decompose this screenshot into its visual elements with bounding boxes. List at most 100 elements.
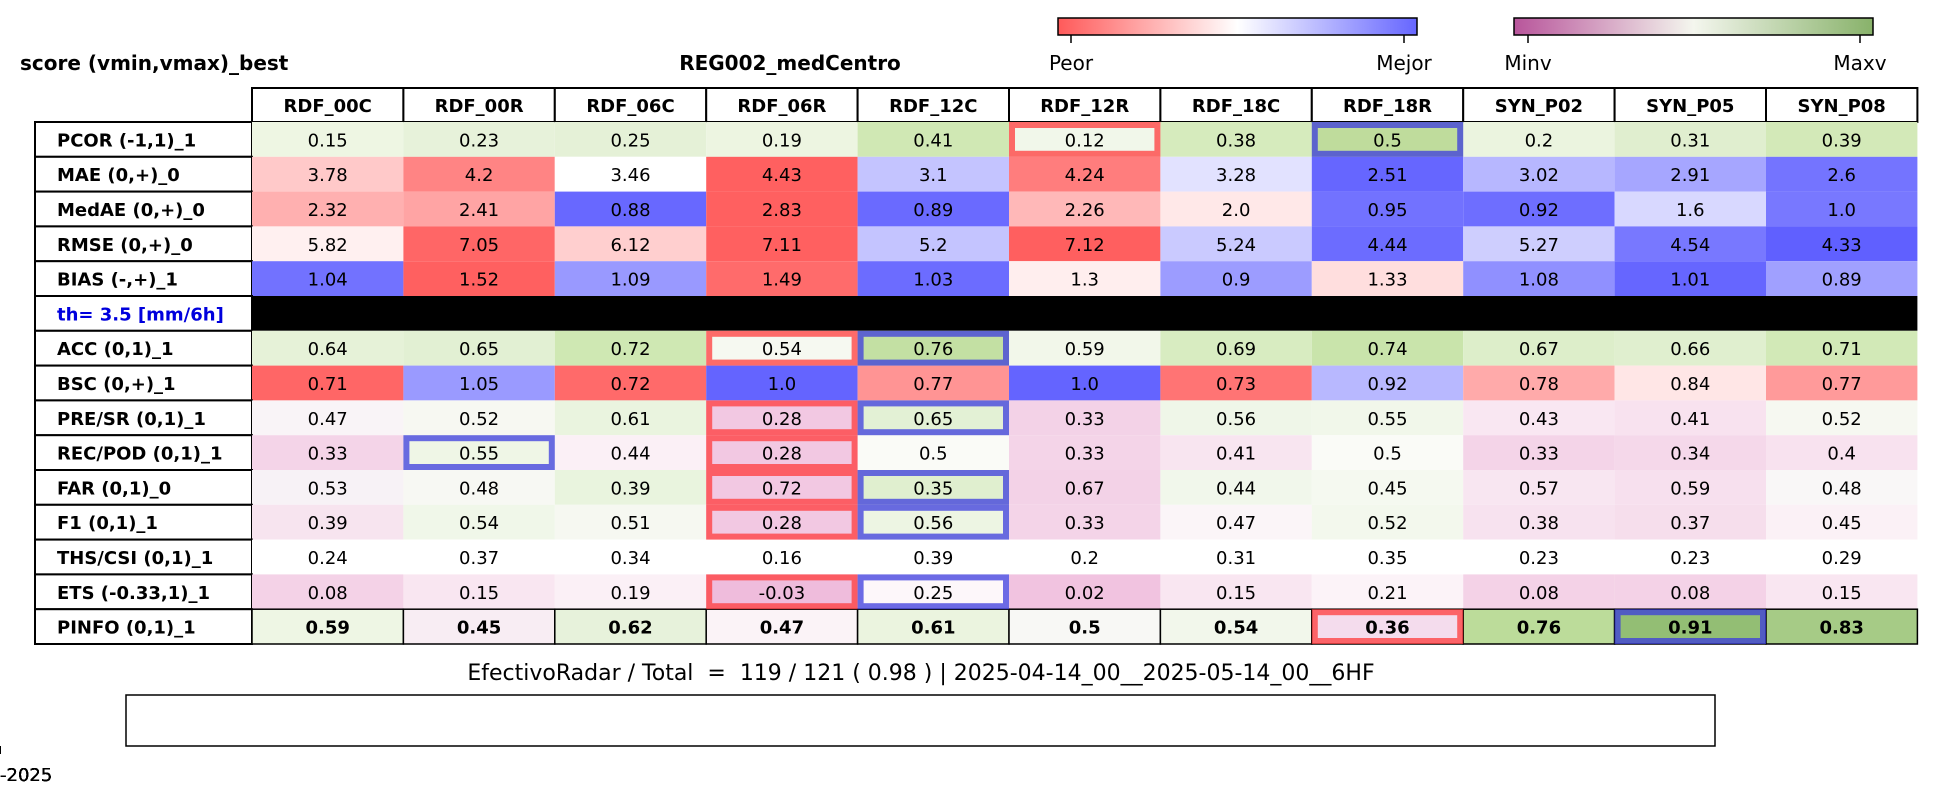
worst-score-highlight: [706, 435, 858, 471]
cell-syn-p02: [1463, 365, 1615, 401]
cell-value: 0.92: [1367, 374, 1407, 395]
cell-value: 1.01: [1670, 270, 1710, 291]
cell-value: 0.37: [459, 548, 499, 569]
table-row-pre-sr-0-1-1: PRE/SR (0,1)_1 0.47 0.52 0.61 0.28 0.65 0.33 0.…: [34, 399, 1918, 437]
cell-value: 0.33: [1065, 409, 1105, 430]
cell-rdf-06c: [554, 330, 707, 366]
cell-value: 0.34: [1670, 444, 1710, 465]
row-label: F1 (0,1)_1: [57, 513, 158, 534]
cell-value: 0.33: [1065, 444, 1105, 465]
cell-value: 0.21: [1367, 583, 1407, 604]
cell-rdf-12r: [1009, 400, 1161, 436]
row-label-cell: [34, 190, 253, 228]
cell-rdf-00c: [252, 435, 404, 470]
cell-value: 0.28: [762, 409, 802, 430]
cell-rdf-18r: [1311, 574, 1464, 610]
cell-syn-p05: [1614, 365, 1766, 401]
best-score-highlight: [403, 435, 555, 471]
cell-value: 0.74: [1367, 339, 1407, 360]
row-label: PRE/SR (0,1)_1: [57, 409, 206, 430]
cell-value: 0.88: [610, 200, 650, 221]
cell-value: 0.36: [1365, 618, 1409, 639]
cell-rdf-18r: [1311, 156, 1464, 192]
cell-rdf-12r: [1009, 365, 1161, 401]
column-header-label: RDF_12C: [889, 96, 977, 117]
cell-rdf-18r: [1311, 400, 1464, 436]
cell-rdf-12r: [1009, 470, 1161, 505]
cell-value: 0.16: [762, 548, 802, 569]
cell-value: 1.0: [1070, 374, 1099, 395]
cell-rdf-06r: [706, 539, 858, 575]
cell-rdf-06c: [554, 226, 707, 262]
cell-value: 0.28: [762, 513, 802, 534]
cell-value: 0.23: [1519, 548, 1559, 569]
cell-rdf-18c: [1160, 156, 1312, 192]
cell-rdf-18r: [1311, 435, 1464, 470]
cell-rdf-12r: [1009, 156, 1161, 192]
table-row-acc-0-1-1: ACC (0,1)_1 0.64 0.65 0.72 0.54 0.76 0.59 0.69 0…: [34, 329, 1918, 367]
column-header-label: RDF_06C: [586, 96, 674, 117]
cell-value: 0.77: [1822, 374, 1862, 395]
cell-value: 1.3: [1070, 270, 1099, 291]
cell-rdf-00c: [252, 400, 404, 436]
cell-value: 1.08: [1519, 270, 1559, 291]
cell-value: 0.5: [919, 444, 948, 465]
cell-rdf-18r: [1311, 470, 1464, 505]
cell-syn-p05: [1614, 400, 1766, 436]
footer-summary: EfectivoRadar / Total = 119 / 121 ( 0.98…: [467, 661, 1374, 686]
cell-value: 0.12: [1065, 130, 1105, 151]
worst-score-highlight: [1311, 609, 1464, 645]
cell-syn-p05: [1614, 122, 1766, 157]
cell-value: 0.5: [1373, 130, 1402, 151]
cell-value: 0.71: [1822, 339, 1862, 360]
cell-rdf-18c: [1160, 400, 1312, 436]
cell-rdf-06c: [554, 400, 707, 436]
row-label-cell: [34, 538, 253, 576]
cell-syn-p08: [1766, 504, 1918, 540]
row-label: PCOR (-1,1)_1: [57, 130, 196, 151]
cell-value: 0.23: [1670, 548, 1710, 569]
cell-rdf-00c: [252, 122, 404, 157]
cell-value: 0.55: [1367, 409, 1407, 430]
cell-value: 0.67: [1519, 339, 1559, 360]
cell-value: 4.43: [762, 165, 802, 186]
cell-value: 0.47: [1216, 513, 1256, 534]
x-tick-label: 14-04-2025: [0, 765, 52, 786]
timeline-frame: [125, 694, 1716, 747]
cell-value: 0.15: [1822, 583, 1862, 604]
cell-value: 0.9: [1222, 270, 1251, 291]
cell-value: 0.31: [1216, 548, 1256, 569]
row-label: MedAE (0,+)_0: [57, 200, 205, 221]
cell-rdf-18r: [1311, 226, 1464, 262]
cell-rdf-06c: [554, 539, 707, 575]
cell-value: 0.47: [760, 618, 804, 639]
column-header-rdf-06c: [553, 87, 708, 123]
cell-rdf-18c: [1160, 435, 1312, 470]
cell-value: 0.41: [913, 130, 953, 151]
cell-rdf-06c: [554, 365, 707, 401]
row-label: REC/POD (0,1)_1: [57, 444, 223, 465]
best-score-highlight: [857, 504, 1009, 540]
cell-rdf-12r: [1009, 435, 1161, 470]
cell-value: 0.43: [1519, 409, 1559, 430]
cell-value: 3.28: [1216, 165, 1256, 186]
cell-value: 2.6: [1827, 165, 1856, 186]
cell-value: 0.2: [1525, 130, 1554, 151]
cell-value: 0.2: [1070, 548, 1099, 569]
cell-value: 0.55: [459, 444, 499, 465]
cell-rdf-06r: [706, 156, 858, 192]
cell-rdf-12r: [1009, 574, 1161, 610]
cell-value: 2.51: [1367, 165, 1407, 186]
figure-center-title: REG002_medCentro: [679, 51, 901, 75]
cell-rdf-00r: [403, 122, 555, 157]
cell-value: 7.05: [459, 235, 499, 256]
column-header-label: SYN_P05: [1646, 96, 1734, 117]
cell-value: 0.15: [1216, 583, 1256, 604]
row-label: th= 3.5 [mm/6h]: [57, 304, 224, 325]
cell-syn-p05: [1614, 504, 1766, 540]
cell-value: 0.15: [459, 583, 499, 604]
cell-value: 0.25: [913, 583, 953, 604]
colorbar-range-high-label: Maxv: [1833, 51, 1886, 75]
cell-syn-p08: [1766, 400, 1918, 436]
cell-syn-p02: [1463, 574, 1615, 610]
